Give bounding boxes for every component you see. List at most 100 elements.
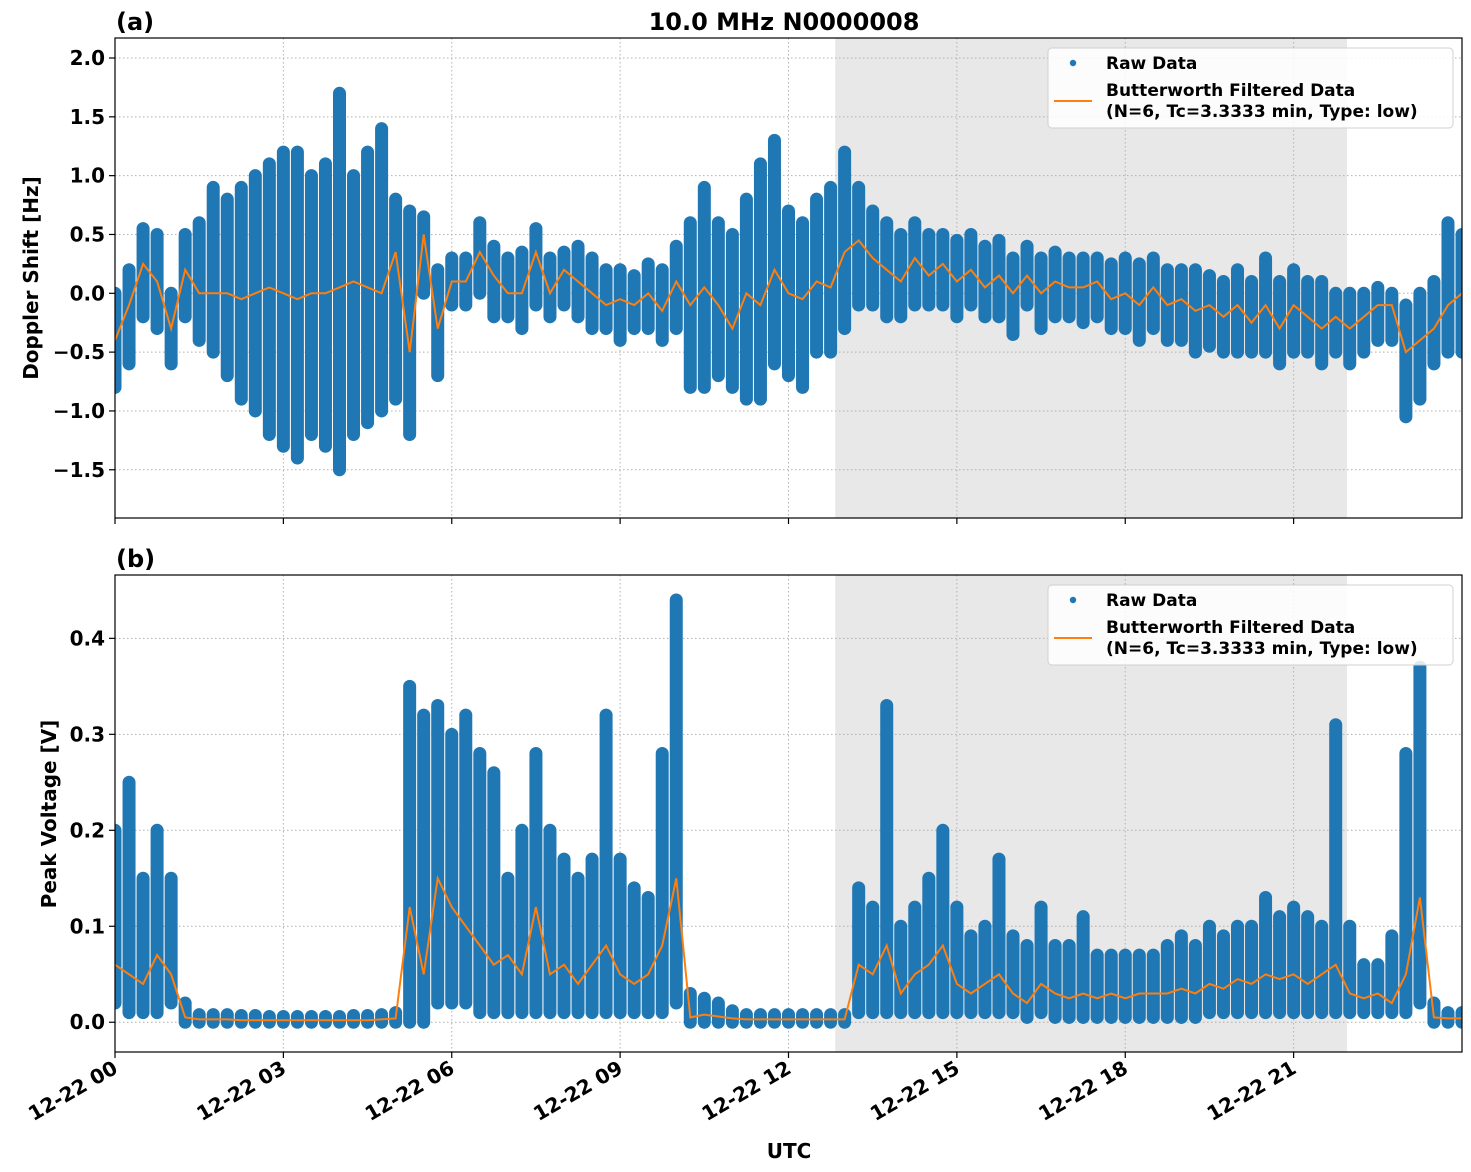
raw-data-point [1079,319,1087,326]
x-tick-label: 12-22 12 [697,1056,795,1126]
y-tick-label: −1.5 [53,458,105,482]
raw-data-point [210,1011,217,1018]
raw-data-point [476,290,484,297]
raw-data-point [224,372,231,379]
raw-data-point [799,1011,806,1018]
x-axis-label: UTC [767,1139,812,1163]
raw-data-point [939,1009,947,1016]
raw-data-point [1360,348,1367,356]
raw-data-point [715,1019,722,1026]
raw-data-point [1164,266,1171,273]
raw-data-point [1037,325,1045,332]
raw-data-point [1444,219,1452,226]
raw-data-point [1388,1009,1396,1016]
raw-data-point [560,248,568,256]
raw-data-point [350,172,357,179]
raw-data-point [897,923,904,930]
raw-data-point [1037,254,1045,262]
raw-data-point [1220,278,1227,285]
raw-data-point [336,466,343,473]
raw-data-point [1065,942,1073,949]
raw-data-point [1009,331,1017,338]
legend: Raw Data Butterworth Filtered Data(N=6, T… [1047,584,1454,666]
raw-data-point [967,301,975,309]
raw-data-point [153,231,161,238]
raw-data-point [462,999,469,1007]
panel-label-a: (a) [116,8,154,36]
raw-data-point [448,301,455,309]
raw-data-point [364,148,371,156]
raw-data-point [448,254,455,262]
raw-data-point [167,360,175,368]
raw-data-point [687,384,694,391]
raw-data-point [785,1019,792,1026]
raw-data-point [532,750,540,757]
raw-data-point [115,999,119,1007]
raw-data-point [616,266,624,273]
raw-data-point [574,243,582,250]
raw-data-point [1108,951,1115,959]
raw-data-point [378,1011,385,1018]
raw-data-point [1079,913,1087,920]
raw-data-point [1262,894,1269,901]
raw-data-point [1416,395,1424,403]
raw-data-point [1332,1009,1339,1016]
raw-data-point [883,1009,890,1016]
raw-data-point [1262,348,1269,356]
raw-data-point [995,1009,1003,1016]
y-tick-label: −1.0 [53,399,105,423]
raw-data-point [897,313,904,321]
raw-data-point [560,855,568,863]
raw-data-point [1234,348,1241,356]
raw-data-point [139,1009,147,1016]
raw-data-point [616,337,624,344]
raw-data-point [181,1019,189,1026]
raw-data-point [574,313,582,321]
raw-data-point [1093,1014,1101,1021]
raw-data-point [939,231,947,238]
raw-data-point [1220,1009,1227,1016]
raw-data-point [869,903,876,911]
raw-data-point [1360,290,1367,297]
raw-data-point [1234,1009,1241,1016]
x-tick-label: 12-22 21 [1203,1056,1301,1126]
raw-data-point [869,1009,876,1016]
raw-data-point [827,1011,834,1018]
raw-data-point [1402,1009,1410,1016]
raw-data-point [434,999,441,1007]
raw-data-point [841,1019,848,1026]
raw-data-point [1304,913,1311,920]
raw-data-point [224,1019,231,1026]
raw-data-point [1304,348,1311,356]
raw-data-point [434,372,441,379]
raw-data-point [701,384,708,391]
raw-data-point [588,855,596,863]
raw-data-point [1374,284,1382,291]
raw-data-point [115,384,119,391]
raw-data-point [308,1013,315,1020]
raw-data-point [294,454,301,462]
raw-data-point [125,779,133,786]
raw-data-point [1122,325,1129,332]
raw-data-point [659,266,666,273]
raw-data-point [181,313,189,321]
raw-data-point [181,999,189,1007]
raw-data-point [420,711,427,719]
raw-data-point [981,243,989,250]
raw-data-point [673,243,680,250]
raw-data-point [1374,337,1382,344]
raw-data-point [981,1009,989,1016]
raw-data-point [1332,348,1339,356]
raw-data-point [953,237,961,244]
raw-data-point [1262,254,1269,262]
raw-data-point [967,231,975,238]
raw-data-point [1065,254,1073,262]
raw-data-point [1220,348,1227,356]
raw-data-point [1164,1014,1171,1021]
raw-data-point [1051,248,1059,256]
raw-data-point [504,875,512,882]
raw-data-point [799,384,806,391]
y-tick-label: −0.5 [53,340,105,364]
raw-data-point [139,875,147,882]
raw-data-point [406,683,413,690]
